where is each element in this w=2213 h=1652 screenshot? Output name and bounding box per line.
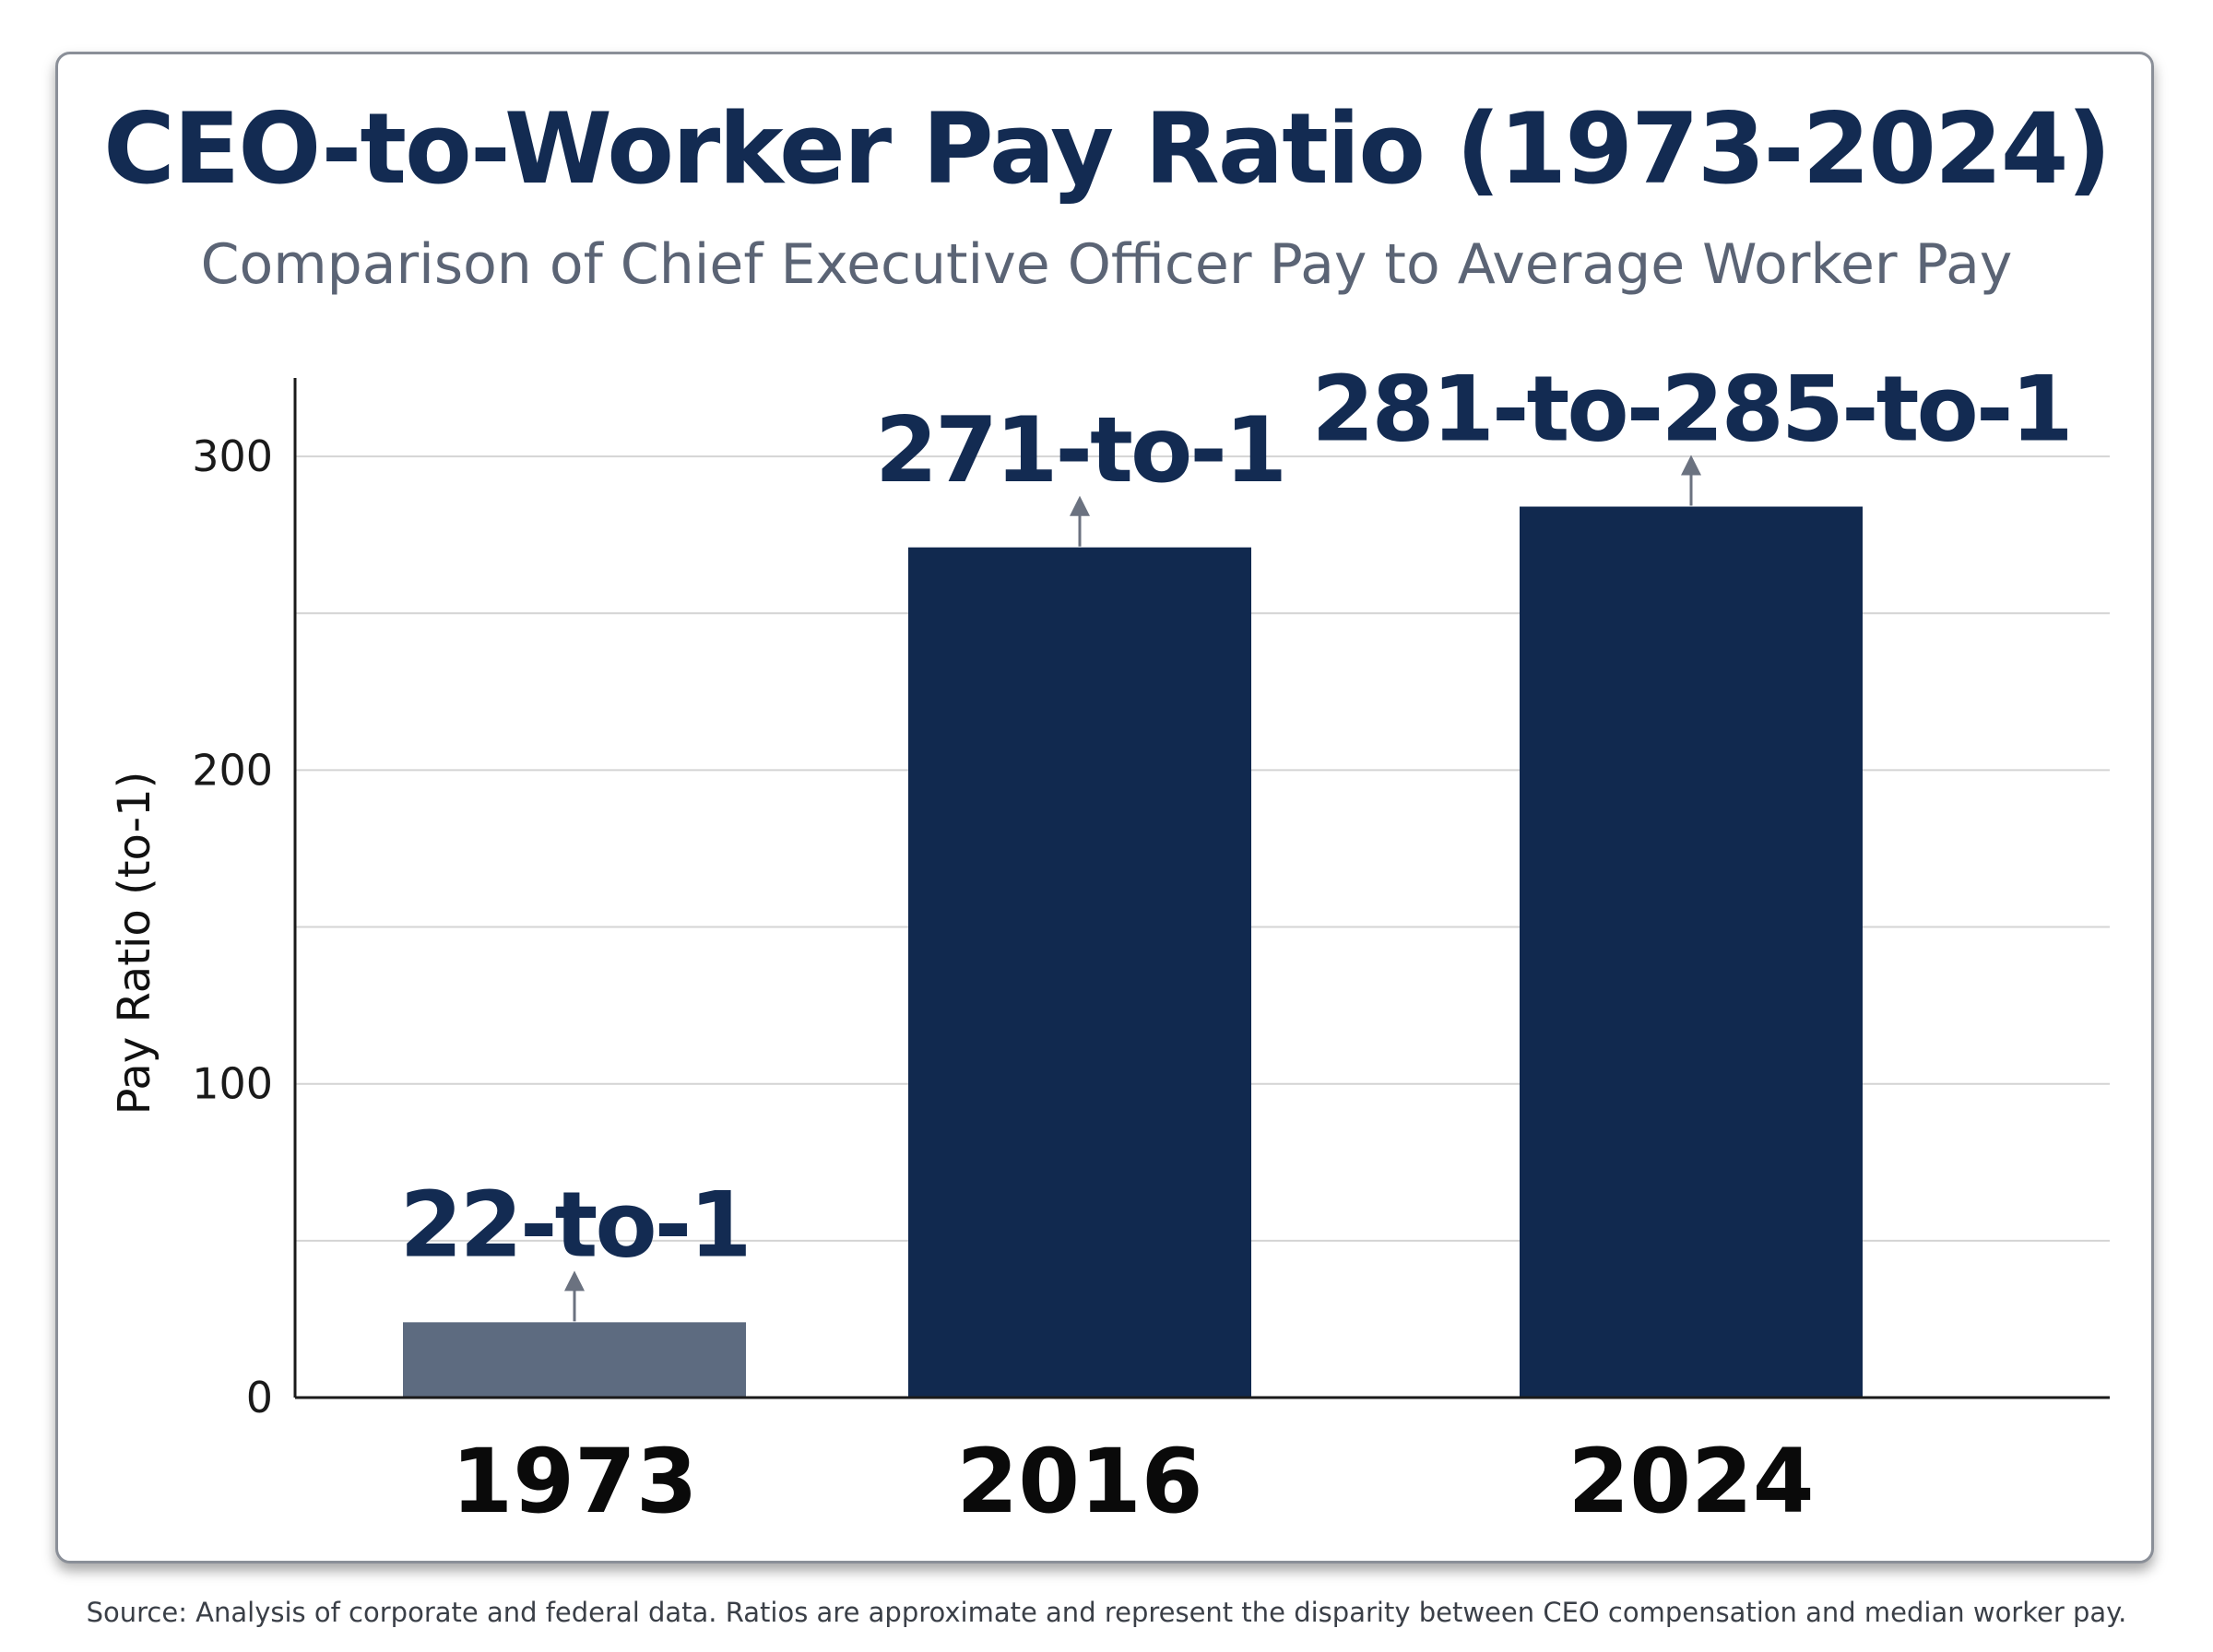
axes: 0 100 200 300 Pay Ratio (to-1) (109, 378, 2110, 1422)
chart-title: CEO-to-Worker Pay Ratio (1973-2024) (103, 92, 2112, 206)
x-tick-label: 2016 (956, 1430, 1202, 1533)
bar (403, 1322, 746, 1398)
data-label: 281-to-285-to-1 (1311, 358, 2070, 463)
x-tick-label: 1973 (451, 1430, 697, 1533)
y-tick-label: 100 (192, 1059, 273, 1109)
arrow-head (564, 1270, 585, 1292)
y-tick-label: 200 (192, 745, 273, 795)
arrow-head (1070, 495, 1090, 516)
x-tick-label: 2024 (1568, 1430, 1814, 1533)
bar (1520, 506, 1863, 1398)
bar (908, 547, 1251, 1398)
y-tick-label: 300 (192, 431, 273, 481)
bars (403, 506, 1863, 1398)
chart-subtitle: Comparison of Chief Executive Officer Pa… (200, 232, 2013, 297)
source-note: Source: Analysis of corporate and federa… (86, 1597, 2127, 1628)
y-axis-title: Pay Ratio (to-1) (109, 772, 160, 1115)
arrow-head (1681, 454, 1701, 476)
y-tick-label: 0 (246, 1373, 273, 1422)
data-label: 22-to-1 (399, 1173, 749, 1278)
data-label: 271-to-1 (875, 398, 1284, 503)
data-labels: 1973 22-to-1 2016 271-to-1 2024 281-to-285-to… (399, 358, 2073, 1533)
